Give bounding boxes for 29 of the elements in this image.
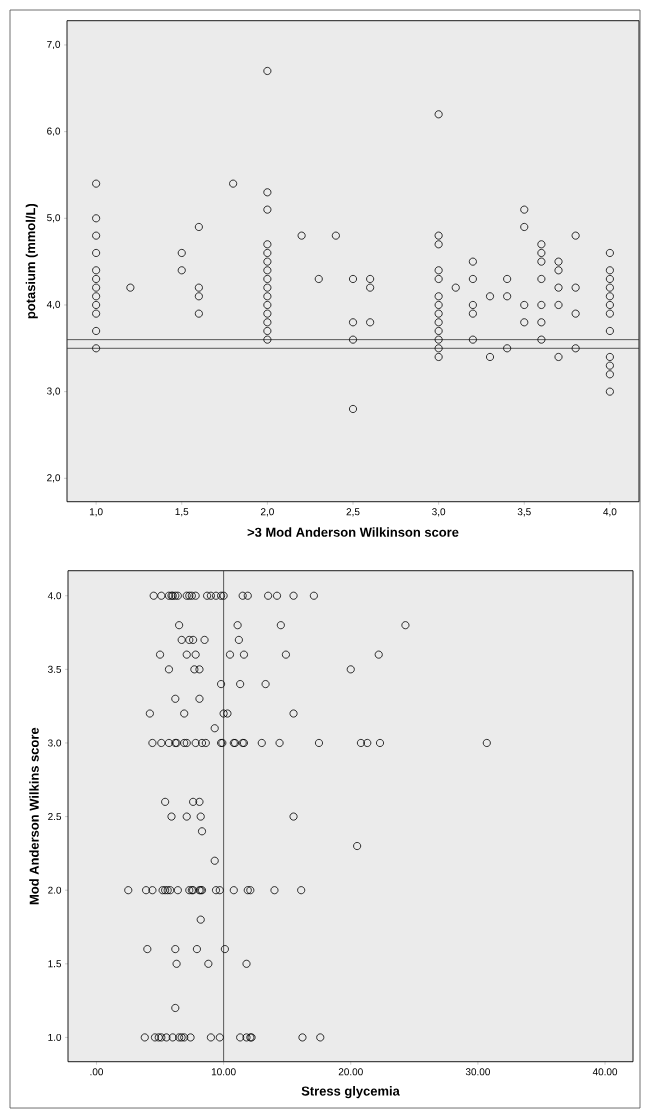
y-tick-label: 4,0 [46, 300, 61, 310]
x-tick-label: 1,0 [89, 508, 103, 517]
y-tick-label: 7,0 [47, 40, 61, 50]
y-tick-label: 2.5 [48, 813, 62, 821]
y-tick-label: 1.5 [48, 960, 62, 968]
x-tick-label: 2,5 [346, 508, 360, 517]
x-tick-label: 4,0 [603, 508, 617, 517]
x-axis-title: >3 Mod Anderson Wilkinson score [247, 527, 459, 537]
x-tick-label: 20.00 [338, 1068, 363, 1076]
y-tick-label: 3,0 [47, 387, 61, 396]
y-tick-label: 3.0 [48, 739, 62, 747]
x-tick-label: 40.00 [592, 1068, 618, 1076]
x-tick-label: 1,5 [175, 508, 189, 517]
y-tick-label: 2.0 [48, 886, 62, 894]
y-tick-label: 2,0 [47, 474, 61, 483]
x-tick-label: 3,0 [432, 508, 446, 517]
x-tick-label: 3,5 [517, 508, 531, 517]
x-axis-title: Stress glycemia [301, 1086, 400, 1099]
x-tick-label: 2,0 [260, 508, 274, 517]
y-tick-label: 5,0 [47, 214, 61, 223]
y-tick-label: 6,0 [47, 127, 61, 136]
x-tick-label: 10.00 [211, 1068, 236, 1076]
y-tick-label: 3.5 [48, 665, 62, 673]
x-tick-label: .00 [90, 1068, 104, 1076]
x-tick-label: 30.00 [465, 1068, 490, 1076]
y-tick-label: 1.0 [48, 1033, 62, 1041]
y-axis-title: Mod Anderson Wilkins score [29, 727, 39, 905]
y-axis-title: potasium (mmol/L) [25, 203, 38, 319]
y-tick-label: 4.0 [47, 592, 62, 600]
